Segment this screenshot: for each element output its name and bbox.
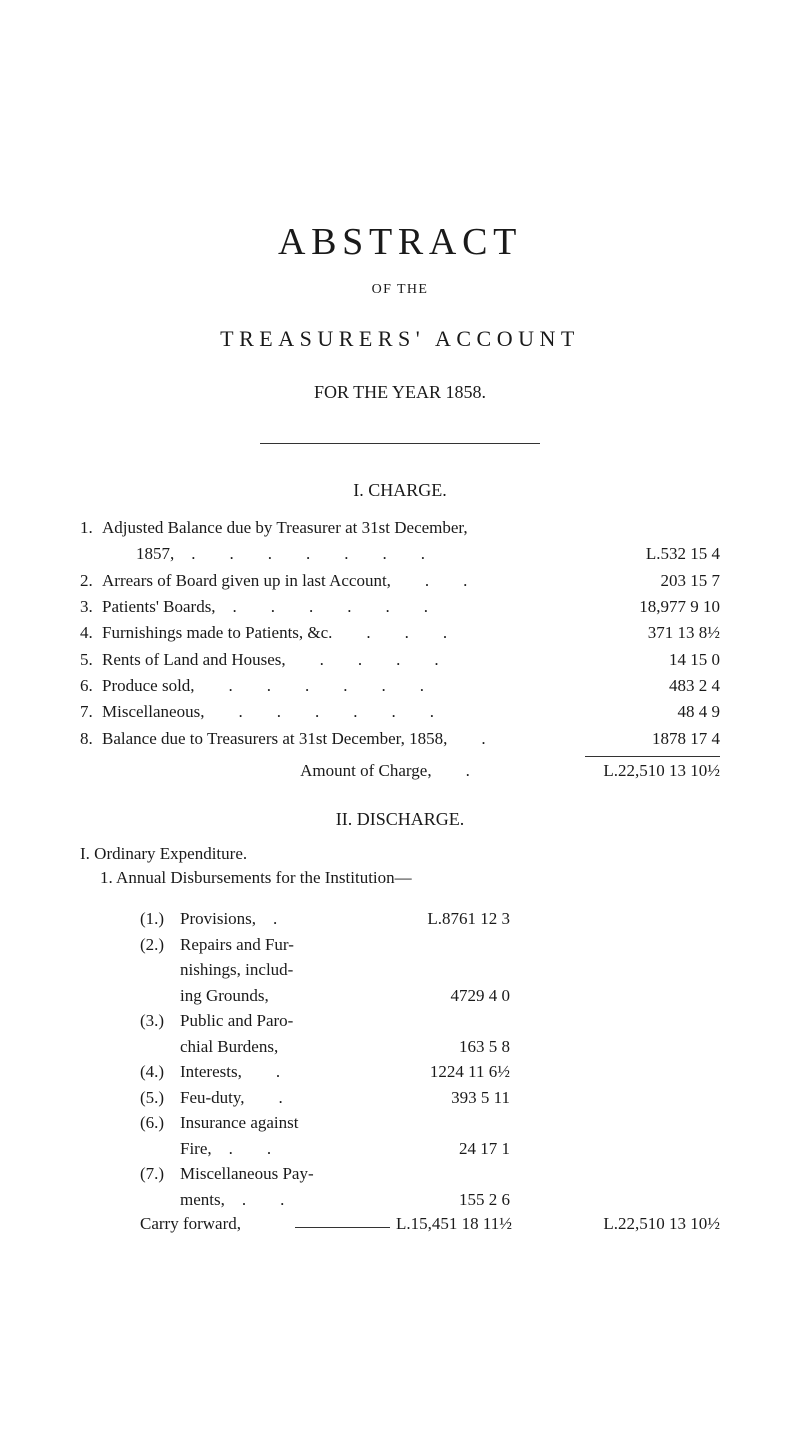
- ledger-row: 4.Furnishings made to Patients, &c. . . …: [80, 620, 720, 646]
- disbursement-row: (3.)Public and Paro-: [140, 1008, 720, 1034]
- subtitle: TREASURERS' ACCOUNT: [80, 326, 720, 352]
- disbursements-block: (1.)Provisions, .L.8761 12 3(2.)Repairs …: [80, 906, 720, 1212]
- disb-description: Provisions, .: [180, 906, 390, 932]
- ledger-amount: 483 2 4: [585, 673, 720, 699]
- ordinary-expenditure-line: I. Ordinary Expenditure.: [80, 844, 720, 864]
- disb-amount: 1224 11 6½: [390, 1059, 510, 1085]
- disbursement-row: (5.)Feu-duty, .393 5 11: [140, 1085, 720, 1111]
- disbursement-row-cont: ing Grounds,4729 4 0: [140, 983, 720, 1009]
- disbursement-row-cont: chial Burdens,163 5 8: [140, 1034, 720, 1060]
- ledger-row: 1.Adjusted Balance due by Treasurer at 3…: [80, 515, 720, 541]
- ledger-number: 4.: [80, 620, 102, 646]
- ledger-row: 1857, . . . . . . .L.532 15 4: [80, 541, 720, 567]
- ledger-row: 3.Patients' Boards, . . . . . .18,977 9 …: [80, 594, 720, 620]
- section-discharge-heading: II. DISCHARGE.: [80, 809, 720, 830]
- ledger-number: 3.: [80, 594, 102, 620]
- ledger-amount: 1878 17 4: [585, 726, 720, 752]
- disb-number: (6.): [140, 1110, 180, 1136]
- disbursement-row: (6.)Insurance against: [140, 1110, 720, 1136]
- charge-ledger: 1.Adjusted Balance due by Treasurer at 3…: [80, 515, 720, 752]
- disb-number: (2.): [140, 932, 180, 958]
- ledger-row: 2.Arrears of Board given up in last Acco…: [80, 568, 720, 594]
- of-the-label: OF THE: [80, 282, 720, 298]
- disb-description: Miscellaneous Pay-: [180, 1161, 390, 1187]
- ledger-description: Balance due to Treasurers at 31st Decemb…: [102, 726, 585, 752]
- disb-description: Insurance against: [180, 1110, 390, 1136]
- ledger-number: 1.: [80, 515, 102, 541]
- ledger-description: Adjusted Balance due by Treasurer at 31s…: [102, 515, 585, 541]
- year-line: FOR THE YEAR 1858.: [80, 382, 720, 403]
- disb-description: ing Grounds,: [180, 983, 390, 1009]
- carry-forward-label: Carry forward,: [140, 1214, 295, 1234]
- disbursement-row: (2.)Repairs and Fur-: [140, 932, 720, 958]
- disbursement-row-cont: ments, . .155 2 6: [140, 1187, 720, 1213]
- ledger-amount: 14 15 0: [585, 647, 720, 673]
- disb-number: (4.): [140, 1059, 180, 1085]
- divider-rule: [260, 443, 540, 444]
- disb-description: chial Burdens,: [180, 1034, 390, 1060]
- charge-total-line: Amount of Charge, . L.22,510 13 10½: [80, 761, 720, 781]
- disb-number: (7.): [140, 1161, 180, 1187]
- ledger-number: 2.: [80, 568, 102, 594]
- disb-description: Feu-duty, .: [180, 1085, 390, 1111]
- ledger-amount: 203 15 7: [585, 568, 720, 594]
- disbursement-row-cont: nishings, includ-: [140, 957, 720, 983]
- ledger-row: 8.Balance due to Treasurers at 31st Dece…: [80, 726, 720, 752]
- ledger-number: 5.: [80, 647, 102, 673]
- disb-description: ments, . .: [180, 1187, 390, 1213]
- ledger-description: Arrears of Board given up in last Accoun…: [102, 568, 585, 594]
- ledger-amount: 18,977 9 10: [585, 594, 720, 620]
- carry-forward-mid: L.15,451 18 11½: [396, 1214, 512, 1234]
- disbursement-row: (7.)Miscellaneous Pay-: [140, 1161, 720, 1187]
- section-charge-heading: I. CHARGE.: [80, 480, 720, 501]
- ledger-description: Patients' Boards, . . . . . .: [102, 594, 585, 620]
- disb-description: Fire, . .: [180, 1136, 390, 1162]
- ledger-number: 6.: [80, 673, 102, 699]
- disb-amount: 155 2 6: [390, 1187, 510, 1213]
- disb-description: Public and Paro-: [180, 1008, 390, 1034]
- disb-number: (1.): [140, 906, 180, 932]
- main-title: ABSTRACT: [80, 220, 720, 264]
- charge-total-label: Amount of Charge, .: [80, 761, 570, 781]
- annual-disbursements-line: 1. Annual Disbursements for the Institut…: [100, 868, 720, 888]
- document-page: ABSTRACT OF THE TREASURERS' ACCOUNT FOR …: [0, 0, 800, 1294]
- disb-description: Repairs and Fur-: [180, 932, 390, 958]
- ledger-row: 6.Produce sold, . . . . . .483 2 4: [80, 673, 720, 699]
- disb-description: Interests, .: [180, 1059, 390, 1085]
- disbursement-row: (4.)Interests, .1224 11 6½: [140, 1059, 720, 1085]
- disb-amount: 163 5 8: [390, 1034, 510, 1060]
- carry-forward-final: L.22,510 13 10½: [512, 1214, 720, 1234]
- disb-amount: 393 5 11: [390, 1085, 510, 1111]
- ledger-row: 5.Rents of Land and Houses, . . . .14 15…: [80, 647, 720, 673]
- ledger-description: Produce sold, . . . . . .: [102, 673, 585, 699]
- ledger-description: Miscellaneous, . . . . . .: [102, 699, 585, 725]
- disb-number: (3.): [140, 1008, 180, 1034]
- disb-number: (5.): [140, 1085, 180, 1111]
- ledger-description: 1857, . . . . . . .: [102, 541, 585, 567]
- disb-description: nishings, includ-: [180, 957, 390, 983]
- sum-rule: [585, 756, 720, 757]
- ledger-amount: 371 13 8½: [585, 620, 720, 646]
- disbursement-row-cont: Fire, . .24 17 1: [140, 1136, 720, 1162]
- disbursement-row: (1.)Provisions, .L.8761 12 3: [140, 906, 720, 932]
- ledger-number: 7.: [80, 699, 102, 725]
- ledger-number: 8.: [80, 726, 102, 752]
- charge-total-amount: L.22,510 13 10½: [570, 761, 720, 781]
- ledger-row: 7.Miscellaneous, . . . . . .48 4 9: [80, 699, 720, 725]
- disb-amount: L.8761 12 3: [390, 906, 510, 932]
- carry-forward-dash: [295, 1227, 390, 1228]
- ledger-amount: L.532 15 4: [585, 541, 720, 567]
- carry-forward-line: Carry forward, L.15,451 18 11½ L.22,510 …: [140, 1214, 720, 1234]
- ledger-amount: 48 4 9: [585, 699, 720, 725]
- disb-amount: 24 17 1: [390, 1136, 510, 1162]
- ledger-description: Rents of Land and Houses, . . . .: [102, 647, 585, 673]
- disb-amount: 4729 4 0: [390, 983, 510, 1009]
- ledger-description: Furnishings made to Patients, &c. . . .: [102, 620, 585, 646]
